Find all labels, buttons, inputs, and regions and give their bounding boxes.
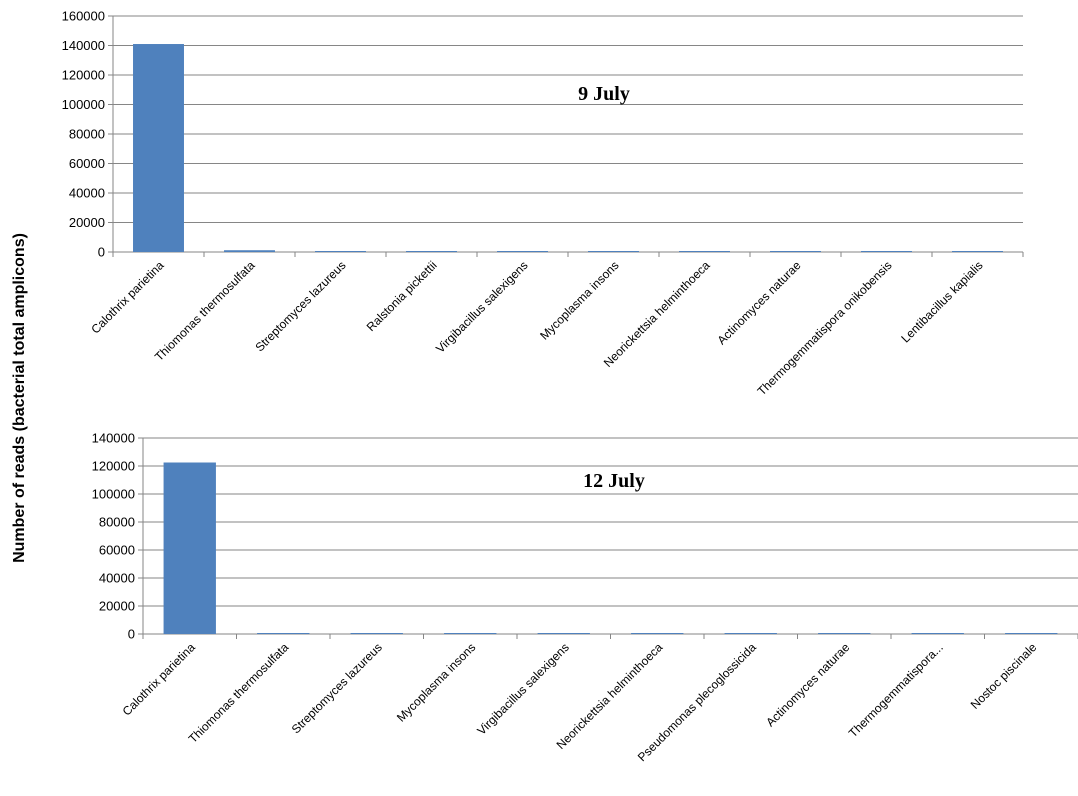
bar — [315, 251, 366, 252]
y-tick-label: 40000 — [69, 186, 105, 201]
y-tick-label: 100000 — [62, 97, 105, 112]
category-label: Calothrix parietina — [120, 640, 199, 719]
bar — [444, 633, 497, 634]
y-tick-label: 20000 — [99, 599, 135, 614]
y-tick-label: 0 — [128, 627, 135, 642]
chart-title: 9 July — [578, 83, 630, 105]
bar — [588, 251, 639, 252]
chart-title: 12 July — [583, 470, 645, 492]
bar — [133, 44, 184, 253]
bar — [952, 251, 1003, 252]
y-tick-label: 20000 — [69, 215, 105, 230]
category-label: Thiomonas thermosulfata — [186, 640, 292, 746]
category-label: Nostoc piscinale — [968, 640, 1040, 712]
y-tick-label: 160000 — [62, 9, 105, 24]
bar — [679, 251, 730, 252]
y-tick-label: 40000 — [99, 571, 135, 586]
bar — [1005, 633, 1058, 634]
y-tick-label: 120000 — [62, 68, 105, 83]
category-label: Streptomyces lazureus — [289, 640, 385, 736]
bar — [724, 633, 777, 634]
y-tick-label: 60000 — [69, 156, 105, 171]
bar — [406, 251, 457, 252]
category-label: Mycoplasma insons — [394, 640, 478, 724]
bar — [163, 462, 216, 634]
bar — [537, 633, 590, 634]
category-label: Neorickettsia helminthoeca — [554, 640, 666, 752]
bar — [224, 250, 275, 252]
bar — [818, 633, 871, 634]
bar — [497, 251, 548, 252]
y-tick-label: 120000 — [92, 459, 135, 474]
bar — [350, 633, 403, 634]
y-tick-label: 0 — [98, 245, 105, 260]
y-tick-label: 100000 — [92, 487, 135, 502]
y-tick-label: 80000 — [99, 515, 135, 530]
category-label: Actinomyces naturae — [763, 640, 852, 729]
y-tick-label: 140000 — [62, 38, 105, 53]
category-label: Thermogemmatispora... — [846, 640, 946, 740]
y-tick-label: 80000 — [69, 127, 105, 142]
bar — [631, 633, 684, 634]
y-tick-label: 60000 — [99, 543, 135, 558]
bar — [770, 251, 821, 252]
category-label: Virgibacillus salexigens — [474, 640, 571, 737]
bar — [911, 633, 964, 634]
bar — [861, 251, 912, 252]
y-tick-label: 140000 — [92, 431, 135, 446]
bar — [257, 633, 310, 634]
